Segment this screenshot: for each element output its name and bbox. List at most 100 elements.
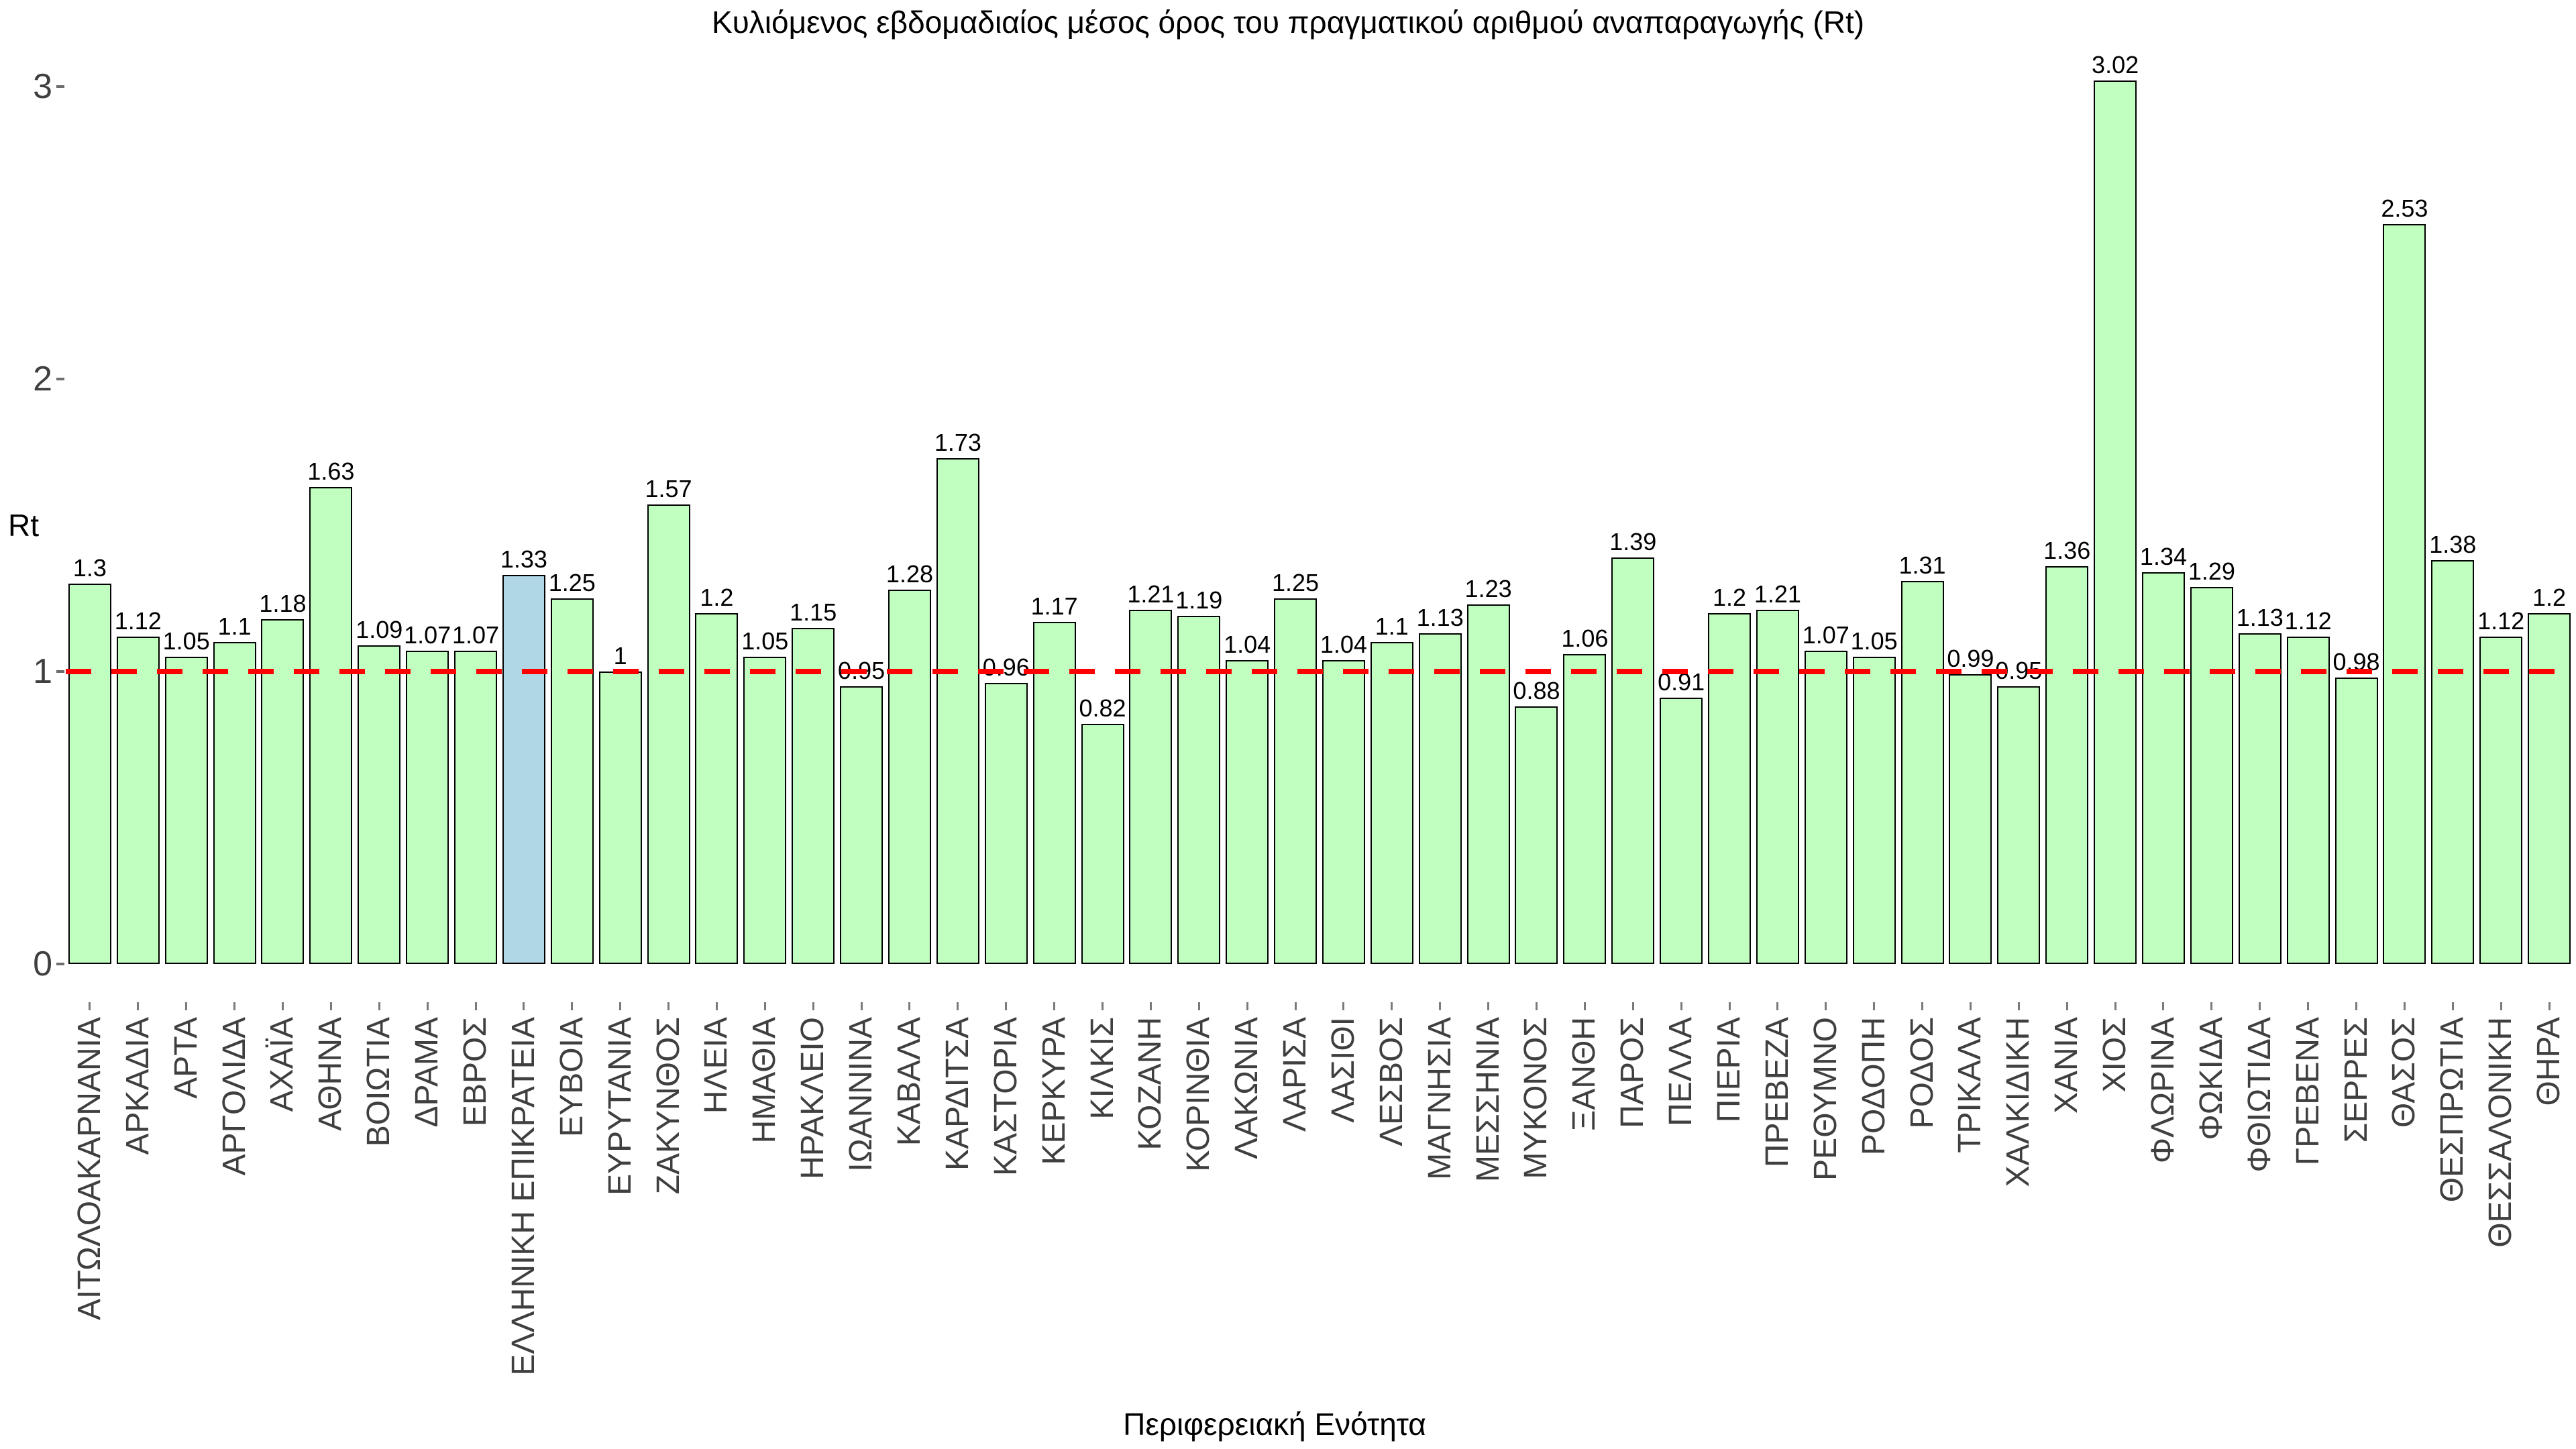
x-tick-mark (1053, 1002, 1056, 1010)
x-tick-mark (89, 1002, 91, 1010)
x-tick-label: ΑΧΑΪΑ (264, 1017, 301, 1112)
bar (1226, 659, 1269, 964)
bar (1997, 686, 2041, 964)
bar (406, 651, 449, 964)
bar (2238, 633, 2282, 964)
bar (984, 683, 1028, 964)
x-tick-label: ΑΙΤΩΛΟΑΚΑΡΝΑΝΙΑ (71, 1017, 107, 1320)
x-tick-label: ΚΑΣΤΟΡΙΑ (987, 1017, 1024, 1176)
bar-value-label: 1.07 (404, 621, 451, 649)
x-tick-mark (571, 1002, 574, 1010)
bar-value-label: 1.38 (2429, 531, 2477, 559)
x-tick-label: ΘΑΣΟΣ (2386, 1017, 2422, 1128)
x-tick-label: ΜΥΚΟΝΟΣ (1518, 1017, 1554, 1179)
x-tick-mark (1342, 1002, 1345, 1010)
bar (743, 657, 787, 964)
bar (358, 645, 401, 964)
x-tick-label: ΠΕΛΛΑ (1663, 1017, 1699, 1126)
x-tick-label: ΓΡΕΒΕΝΑ (2290, 1017, 2326, 1166)
bar (695, 612, 739, 964)
x-tick-label: ΕΥΒΟΙΑ (553, 1017, 590, 1137)
x-tick-mark (2548, 1002, 2551, 1010)
x-tick-label: ΠΑΡΟΣ (1615, 1017, 1651, 1128)
bar (1370, 642, 1413, 964)
bar (936, 458, 979, 964)
bar-value-label: 1.05 (1850, 627, 1898, 655)
x-tick-mark (1583, 1002, 1586, 1010)
x-tick-mark (860, 1002, 863, 1010)
bar (1804, 651, 1847, 964)
x-tick-mark (619, 1002, 622, 1010)
reference-line-rt-1 (66, 669, 2573, 674)
bar-value-label: 0.88 (1513, 677, 1560, 705)
x-tick-mark (1825, 1002, 1827, 1010)
bar-value-label: 1.07 (451, 621, 500, 649)
bar-value-label: 1.13 (2236, 604, 2284, 632)
x-tick-label: ΑΘΗΝΑ (313, 1017, 349, 1131)
bar-value-label: 1.1 (217, 612, 252, 641)
x-tick-label: ΡΟΔΟΠΗ (1856, 1017, 1892, 1156)
bar (454, 651, 498, 964)
x-tick-mark (763, 1002, 766, 1010)
x-tick-mark (2114, 1002, 2116, 1010)
bar-value-label: 0.99 (1947, 645, 1994, 673)
x-tick-label: ΚΟΡΙΝΘΙΑ (1181, 1017, 1217, 1172)
bar (1466, 604, 1510, 964)
bar-value-label: 1.12 (2284, 606, 2332, 635)
bar (1611, 557, 1655, 964)
x-tick-mark (2065, 1002, 2068, 1010)
x-tick-label: ΕΥΡΥΤΑΝΙΑ (602, 1017, 638, 1195)
bar (1081, 724, 1124, 964)
bar (213, 642, 256, 964)
x-tick-mark (2210, 1002, 2213, 1010)
x-tick-mark (329, 1002, 332, 1010)
bar-value-label: 1 (613, 642, 627, 669)
bar (1274, 598, 1318, 964)
bar-value-label: 3.02 (2092, 51, 2139, 79)
x-tick-label: ΒΟΙΩΤΙΑ (361, 1017, 397, 1147)
x-tick-label: ΜΑΓΝΗΣΙΑ (1421, 1017, 1458, 1180)
x-tick-mark (1005, 1002, 1008, 1010)
x-tick-label: ΦΛΩΡΙΝΑ (2145, 1017, 2181, 1164)
bar (1900, 580, 1944, 964)
x-tick-label: ΖΑΚΥΝΘΟΣ (650, 1017, 686, 1195)
x-tick-mark (1873, 1002, 1876, 1010)
x-tick-mark (2403, 1002, 2406, 1010)
bar (261, 619, 305, 964)
x-tick-label: ΡΕΘΥΜΝΟ (1807, 1017, 1843, 1181)
x-tick-label: ΗΡΑΚΛΕΙΟ (795, 1017, 831, 1179)
bar-value-label: 1.57 (645, 475, 692, 503)
x-tick-mark (1487, 1002, 1490, 1010)
bar (116, 636, 160, 964)
x-tick-label: ΕΒΡΟΣ (458, 1017, 494, 1127)
chart-title: Κυλιόμενος εβδομαδιαίος μέσος όρος του π… (711, 5, 1865, 40)
x-tick-mark (185, 1002, 188, 1010)
y-tick-mark (56, 963, 64, 965)
bar-value-label: 1.23 (1464, 574, 1512, 602)
bar-value-label: 1.13 (1416, 604, 1464, 632)
bar-value-label: 1.04 (1224, 630, 1271, 658)
bar-value-label: 1.04 (1320, 630, 1367, 658)
x-tick-label: ΙΩΑΝΝΙΝΑ (843, 1017, 879, 1172)
x-tick-mark (1149, 1002, 1152, 1010)
x-tick-mark (233, 1002, 236, 1010)
bar (2334, 677, 2378, 964)
bar (598, 672, 642, 964)
bar (1177, 616, 1221, 964)
bar-value-label: 1.19 (1175, 586, 1223, 614)
y-axis-title: Rt (8, 508, 39, 543)
x-tick-label: ΚΙΛΚΙΣ (1084, 1017, 1120, 1120)
y-tick-mark (56, 670, 64, 673)
bar-value-label: 1.39 (1609, 527, 1657, 555)
bar-value-label: 1.18 (259, 589, 307, 617)
bar-highlight (502, 575, 545, 964)
bar (2431, 560, 2475, 964)
x-tick-mark (1631, 1002, 1634, 1010)
bar-value-label: 1.2 (2532, 583, 2567, 611)
bar-value-label: 1.34 (2139, 542, 2187, 570)
x-tick-mark (2017, 1002, 2020, 1010)
y-tick-label: 1 (33, 652, 52, 691)
x-tick-label: ΧΑΝΙΑ (2049, 1017, 2085, 1114)
x-tick-label: ΦΩΚΙΔΑ (2193, 1017, 2229, 1140)
bar (1032, 621, 1076, 964)
